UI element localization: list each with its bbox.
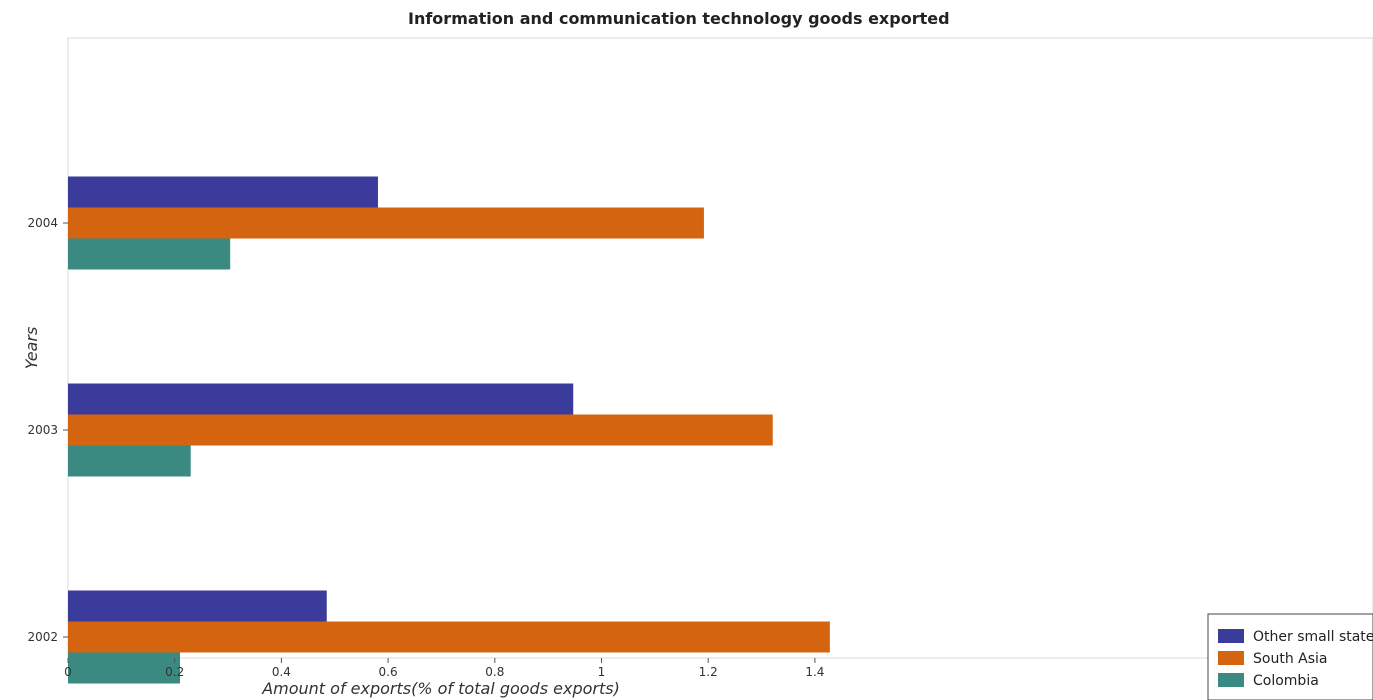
bar-other-small-states-2004 [68,176,378,208]
x-tick-label: 0.2 [165,665,184,679]
bar-colombia-2003 [68,445,191,477]
legend-swatch [1218,673,1244,687]
legend-swatch [1218,651,1244,665]
x-tick-label: 0.6 [379,665,398,679]
bar-colombia-2004 [68,238,231,270]
chart-title: Information and communication technology… [408,9,950,28]
bar-south-asia-2002 [68,621,830,653]
legend-label: South Asia [1253,651,1327,667]
bar-south-asia-2004 [68,207,704,239]
y-tick-label: 2003 [27,423,58,437]
x-axis-ticks: 0 0.2 0.4 0.6 0.8 1 1.2 1.4 [64,658,824,679]
bar-other-small-states-2002 [68,590,327,622]
y-tick-label: 2004 [27,216,58,230]
bars-group [68,176,830,684]
x-tick-label: 0.4 [272,665,291,679]
x-tick-label: 1.2 [699,665,718,679]
y-axis-title: Years [22,327,41,370]
plot-area [67,37,1373,659]
x-tick-label: 0 [64,665,72,679]
x-tick-label: 0.8 [485,665,504,679]
legend-label: Colombia [1253,673,1319,689]
legend: Other small states South Asia Colombia [1207,613,1373,700]
x-axis-title: Amount of exports(% of total goods expor… [261,679,620,698]
legend-label: Other small states [1253,629,1373,645]
x-tick-label: 1 [598,665,606,679]
bar-other-small-states-2003 [68,383,574,415]
bar-colombia-2002 [68,652,181,684]
legend-swatch [1218,629,1244,643]
bar-south-asia-2003 [68,414,773,446]
x-tick-label: 1.4 [805,665,824,679]
y-axis-ticks: 2002 2003 2004 [27,216,68,644]
y-tick-label: 2002 [27,630,58,644]
